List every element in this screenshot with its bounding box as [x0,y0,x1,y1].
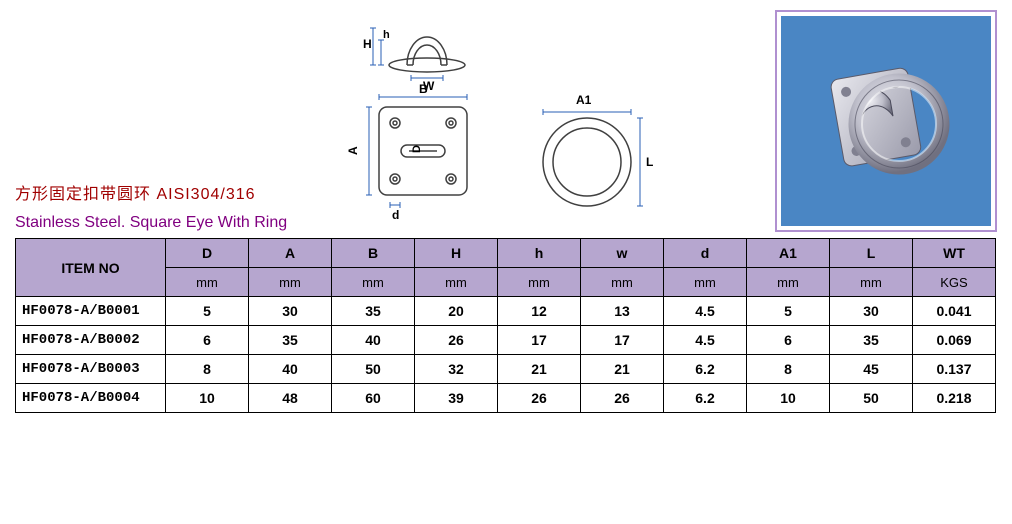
unit-A1: mm [747,268,830,297]
col-A1: A1 [747,239,830,268]
svg-text:d: d [392,208,399,222]
cell-value: 30 [249,297,332,326]
cell-value: 13 [581,297,664,326]
unit-H: mm [415,268,498,297]
col-L: L [830,239,913,268]
cell-value: 35 [249,326,332,355]
svg-text:D: D [411,145,423,153]
unit-w: mm [581,268,664,297]
table-head: ITEM NO D A B H h w d A1 L WT mm mm mm m… [16,239,996,297]
cell-value: 8 [166,355,249,384]
svg-text:H: H [363,37,372,51]
col-D: D [166,239,249,268]
cell-value: 8 [747,355,830,384]
cell-value: 26 [581,384,664,413]
cell-value: 35 [830,326,913,355]
cell-value: 60 [332,384,415,413]
svg-text:A1: A1 [576,93,592,107]
cell-value: 17 [581,326,664,355]
cell-item: HF0078-A/B0003 [16,355,166,384]
cell-item: HF0078-A/B0001 [16,297,166,326]
spec-table: ITEM NO D A B H h w d A1 L WT mm mm mm m… [15,238,996,413]
cell-value: 6 [747,326,830,355]
svg-text:h: h [383,29,390,41]
cell-value: 32 [415,355,498,384]
cell-value: 40 [332,326,415,355]
cell-value: 10 [166,384,249,413]
col-B: B [332,239,415,268]
cell-value: 26 [498,384,581,413]
product-photo-frame [775,10,997,232]
col-d: d [664,239,747,268]
cell-value: 5 [747,297,830,326]
cell-value: 6.2 [664,355,747,384]
svg-text:A: A [346,146,360,155]
title-chinese: 方形固定扣带圆环 AISI304/316 [15,180,287,204]
cell-value: 4.5 [664,297,747,326]
cell-value: 45 [830,355,913,384]
cell-value: 0.137 [913,355,996,384]
technical-drawing: H h W D [327,12,687,232]
col-w: w [581,239,664,268]
table-body: HF0078-A/B0001530352012134.55300.041HF00… [16,297,996,413]
cell-value: 35 [332,297,415,326]
cell-value: 0.069 [913,326,996,355]
top-row: H h W D [15,10,997,232]
table-row: HF0078-A/B0003840503221216.28450.137 [16,355,996,384]
col-A: A [249,239,332,268]
title-english: Stainless Steel. Square Eye With Ring [15,214,287,232]
cell-value: 0.041 [913,297,996,326]
cell-value: 6.2 [664,384,747,413]
unit-A: mm [249,268,332,297]
diagram-column: H h W D [327,12,735,232]
col-h: h [498,239,581,268]
cell-item: HF0078-A/B0002 [16,326,166,355]
cell-value: 26 [415,326,498,355]
svg-text:L: L [646,155,653,169]
cell-value: 50 [830,384,913,413]
table-row: HF0078-A/B00041048603926266.210500.218 [16,384,996,413]
titles-column: 方形固定扣带圆环 AISI304/316 Stainless Steel. Sq… [15,170,287,232]
cell-value: 10 [747,384,830,413]
col-WT: WT [913,239,996,268]
product-photo [781,16,991,226]
unit-L: mm [830,268,913,297]
unit-B: mm [332,268,415,297]
cell-item: HF0078-A/B0004 [16,384,166,413]
cell-value: 40 [249,355,332,384]
cell-value: 50 [332,355,415,384]
cell-value: 39 [415,384,498,413]
cell-value: 48 [249,384,332,413]
col-H: H [415,239,498,268]
svg-text:B: B [419,82,428,96]
cell-value: 4.5 [664,326,747,355]
unit-D: mm [166,268,249,297]
unit-WT: KGS [913,268,996,297]
cell-value: 17 [498,326,581,355]
cell-value: 5 [166,297,249,326]
cell-value: 20 [415,297,498,326]
cell-value: 21 [498,355,581,384]
unit-d: mm [664,268,747,297]
unit-h: mm [498,268,581,297]
cell-value: 12 [498,297,581,326]
cell-value: 0.218 [913,384,996,413]
col-item: ITEM NO [16,239,166,297]
cell-value: 6 [166,326,249,355]
cell-value: 21 [581,355,664,384]
table-row: HF0078-A/B0002635402617174.56350.069 [16,326,996,355]
table-row: HF0078-A/B0001530352012134.55300.041 [16,297,996,326]
cell-value: 30 [830,297,913,326]
